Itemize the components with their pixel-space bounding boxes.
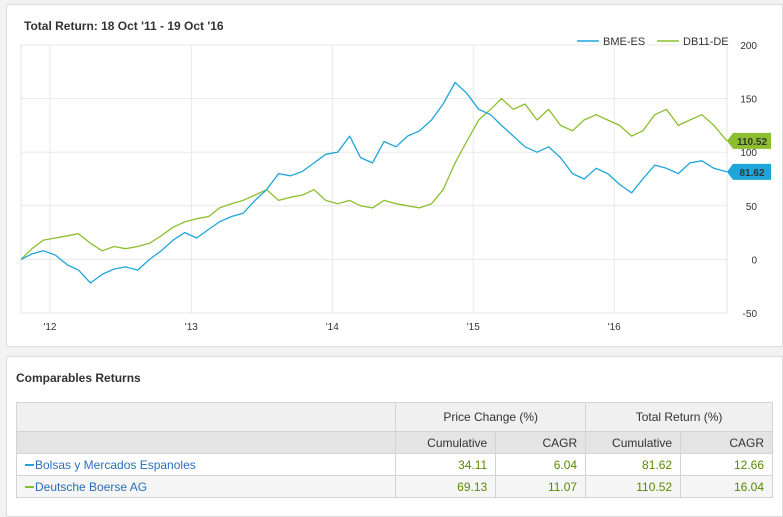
y-tick-label: 150 bbox=[740, 95, 757, 106]
total-cumulative-header: Cumulative bbox=[585, 431, 682, 454]
x-tick-label: '15 bbox=[467, 322, 480, 333]
price-change-header: Price Change (%) bbox=[395, 402, 587, 432]
x-tick-label: '14 bbox=[326, 322, 339, 333]
last-value-label-bme: 81.62 bbox=[739, 168, 764, 179]
value-cell: 69.13 bbox=[395, 475, 497, 498]
company-name-cell[interactable]: Bolsas y Mercados Espanoles bbox=[15, 453, 397, 476]
company-name-cell[interactable]: Deutsche Boerse AG bbox=[15, 475, 397, 498]
value-cell: 11.07 bbox=[495, 475, 587, 498]
company-link[interactable]: Bolsas y Mercados Espanoles bbox=[35, 457, 196, 472]
y-tick-label: -50 bbox=[743, 309, 758, 320]
plot-area bbox=[20, 44, 728, 314]
series-swatch-icon bbox=[25, 464, 34, 467]
value-cell: 16.04 bbox=[680, 475, 773, 498]
value-cell: 12.66 bbox=[680, 453, 773, 476]
last-value-label-db11: 110.52 bbox=[737, 137, 767, 148]
x-tick-label: '12 bbox=[43, 322, 56, 333]
y-tick-label: 50 bbox=[746, 202, 758, 213]
last-value-label-bme-box bbox=[727, 163, 771, 180]
table-row: Deutsche Boerse AG 69.13 11.07 110.52 16… bbox=[15, 475, 773, 498]
legend-label: DB11-DE bbox=[683, 36, 729, 48]
series-line-bme-es bbox=[20, 81, 728, 284]
x-tick-label: '16 bbox=[608, 322, 621, 333]
chart-title: Total Return: 18 Oct '11 - 19 Oct '16 bbox=[24, 19, 224, 33]
legend-label: BME-ES bbox=[603, 36, 645, 48]
table-sub-header-row: Cumulative CAGR Cumulative CAGR bbox=[15, 431, 773, 454]
header-blank-cell bbox=[15, 402, 397, 432]
series-swatch-icon bbox=[25, 486, 34, 489]
value-cell: 34.11 bbox=[395, 453, 497, 476]
last-value-label-db11-box bbox=[727, 132, 771, 149]
table-row: Bolsas y Mercados Espanoles 34.11 6.04 8… bbox=[15, 453, 773, 476]
y-tick-label: 100 bbox=[740, 148, 757, 159]
y-tick-label: 200 bbox=[740, 41, 757, 52]
y-tick-label: 0 bbox=[751, 255, 757, 266]
chart-panel: Total Return: 18 Oct '11 - 19 Oct '16 20… bbox=[6, 4, 783, 347]
comparables-panel: Comparables Returns Price Change (%) Tot… bbox=[6, 356, 783, 517]
value-cell: 81.62 bbox=[585, 453, 682, 476]
returns-table: Price Change (%) Total Return (%) Cumula… bbox=[15, 402, 773, 498]
value-cell: 110.52 bbox=[585, 475, 682, 498]
company-link[interactable]: Deutsche Boerse AG bbox=[35, 479, 148, 494]
sub-header-blank-cell bbox=[15, 431, 397, 454]
total-cagr-header: CAGR bbox=[680, 431, 773, 454]
section-title: Comparables Returns bbox=[16, 371, 141, 385]
total-return-header: Total Return (%) bbox=[585, 402, 773, 432]
x-tick-label: '13 bbox=[185, 322, 198, 333]
value-cell: 6.04 bbox=[495, 453, 587, 476]
table-group-header-row: Price Change (%) Total Return (%) bbox=[15, 402, 773, 432]
total-return-chart[interactable]: 200 150 100 50 0 -50 '12 '13 '14 '15 '16 BME-ES DB11… bbox=[7, 5, 782, 346]
price-cagr-header: CAGR bbox=[495, 431, 587, 454]
price-cumulative-header: Cumulative bbox=[395, 431, 497, 454]
series-line-db11-de bbox=[20, 97, 728, 260]
